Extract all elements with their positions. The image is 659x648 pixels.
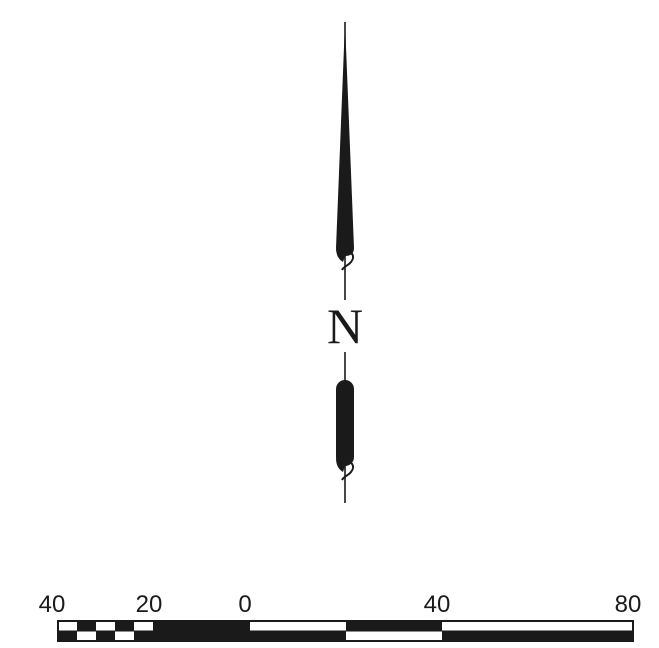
scale-label-40-right: 40 <box>424 591 451 618</box>
scale-cell <box>96 621 115 631</box>
north-arrow-tail <box>336 380 354 466</box>
scale-cell <box>96 631 115 641</box>
scale-cell <box>250 621 346 631</box>
scale-cell <box>134 631 153 641</box>
scale-cell <box>77 631 96 641</box>
north-arrow: N <box>327 22 363 503</box>
scale-cell <box>58 621 77 631</box>
north-arrow-needle-curl <box>341 250 355 271</box>
scale-label-0: 0 <box>238 591 251 618</box>
scale-cell <box>442 621 633 631</box>
scale-bar-main-sections <box>250 621 633 641</box>
scale-cell <box>250 631 346 641</box>
scale-bar-subdivisions <box>58 621 250 641</box>
north-arrow-needle <box>336 22 354 256</box>
scale-cell <box>346 631 442 641</box>
north-arrow-tail-curl-fill <box>336 458 345 472</box>
north-letter: N <box>327 298 363 354</box>
scale-cell <box>153 631 250 641</box>
scale-label-40-left: 40 <box>39 591 66 618</box>
scale-cell <box>58 631 77 641</box>
scale-label-20: 20 <box>136 591 163 618</box>
scale-label-80: 80 <box>615 591 642 618</box>
scale-cell <box>115 621 134 631</box>
scale-cell <box>346 621 442 631</box>
scale-cell <box>77 621 96 631</box>
north-arrow-tail-curl <box>341 460 355 481</box>
scale-cell <box>115 631 134 641</box>
north-arrow-needle-curl-fill <box>336 248 345 262</box>
scale-cell <box>153 621 250 631</box>
scale-bar-frame-outline <box>57 620 634 642</box>
scale-cell <box>442 631 633 641</box>
scale-bar: 40 20 0 40 80 <box>39 591 642 642</box>
scale-cell <box>134 621 153 631</box>
